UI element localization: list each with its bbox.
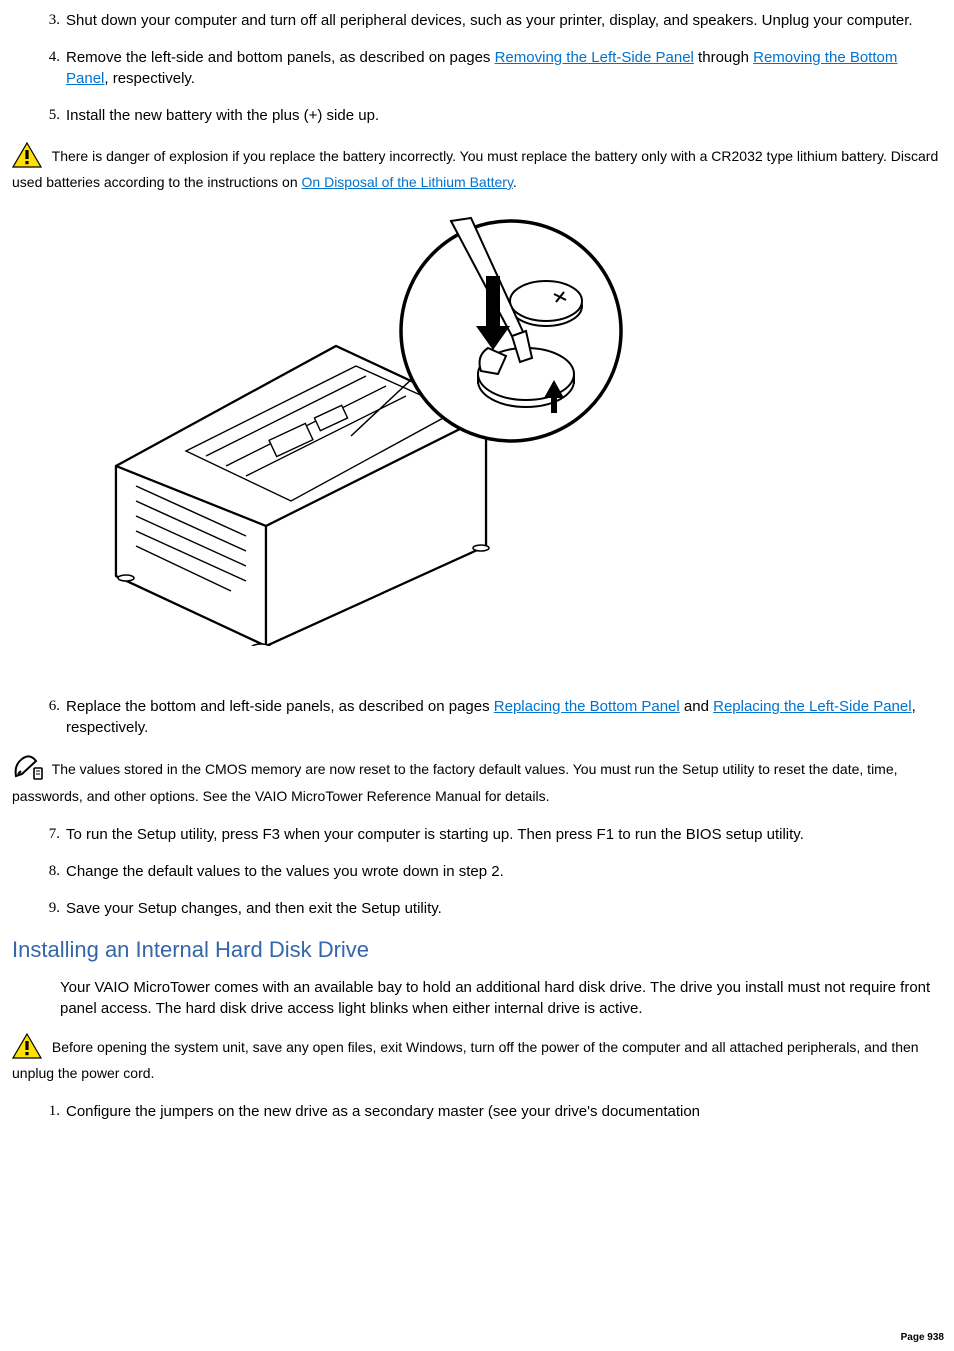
steps-part1: 3.Shut down your computer and turn off a… xyxy=(12,10,942,126)
warning-text: Before opening the system unit, save any… xyxy=(12,1040,919,1082)
warning-text-post: . xyxy=(513,174,517,190)
step-9: 9.Save your Setup changes, and then exit… xyxy=(60,898,942,919)
heading-installing-hdd: Installing an Internal Hard Disk Drive xyxy=(12,935,942,966)
step-number: 6. xyxy=(32,696,66,717)
note-icon xyxy=(12,754,44,787)
link-replacing-left-side-panel[interactable]: Replacing the Left-Side Panel xyxy=(713,698,911,715)
step-4: 4.Remove the left-side and bottom panels… xyxy=(60,47,942,89)
hdd-step-1: 1.Configure the jumpers on the new drive… xyxy=(60,1101,942,1122)
warning-explosion: There is danger of explosion if you repl… xyxy=(12,142,942,192)
step-3: 3.Shut down your computer and turn off a… xyxy=(60,10,942,31)
link-replacing-bottom-panel[interactable]: Replacing the Bottom Panel xyxy=(494,698,680,715)
page-number: Page 938 xyxy=(901,1331,944,1345)
step-5: 5.Install the new battery with the plus … xyxy=(60,105,942,126)
warning-before-opening: Before opening the system unit, save any… xyxy=(12,1033,942,1083)
step-text-mid: through xyxy=(694,49,753,66)
step-number: 3. xyxy=(32,10,66,31)
step-text-pre: Replace the bottom and left-side panels,… xyxy=(66,698,494,715)
hdd-steps: 1.Configure the jumpers on the new drive… xyxy=(12,1101,942,1122)
step-number: 8. xyxy=(32,861,66,882)
battery-install-figure xyxy=(56,216,942,652)
step-text: Configure the jumpers on the new drive a… xyxy=(66,1103,700,1120)
note-text: The values stored in the CMOS memory are… xyxy=(12,761,898,804)
note-cmos-reset: The values stored in the CMOS memory are… xyxy=(12,754,942,806)
step-number: 4. xyxy=(32,47,66,68)
link-disposal-lithium-battery[interactable]: On Disposal of the Lithium Battery xyxy=(302,174,513,190)
step-number: 1. xyxy=(32,1101,66,1122)
step-number: 7. xyxy=(32,824,66,845)
steps-part3: 7.To run the Setup utility, press F3 whe… xyxy=(12,824,942,919)
step-number: 5. xyxy=(32,105,66,126)
steps-part2: 6.Replace the bottom and left-side panel… xyxy=(12,696,942,738)
step-text: Save your Setup changes, and then exit t… xyxy=(66,900,442,917)
step-7: 7.To run the Setup utility, press F3 whe… xyxy=(60,824,942,845)
warning-icon xyxy=(12,1033,42,1064)
link-removing-left-side-panel[interactable]: Removing the Left-Side Panel xyxy=(495,49,694,66)
warning-icon xyxy=(12,142,42,173)
step-text: Change the default values to the values … xyxy=(66,863,504,880)
step-text: Install the new battery with the plus (+… xyxy=(66,107,379,124)
step-6: 6.Replace the bottom and left-side panel… xyxy=(60,696,942,738)
step-text-pre: Remove the left-side and bottom panels, … xyxy=(66,49,495,66)
step-text-mid: and xyxy=(680,698,713,715)
step-text-post: , respectively. xyxy=(104,70,195,87)
step-text: To run the Setup utility, press F3 when … xyxy=(66,826,804,843)
step-text: Shut down your computer and turn off all… xyxy=(66,12,913,29)
hdd-intro-paragraph: Your VAIO MicroTower comes with an avail… xyxy=(60,977,942,1019)
step-8: 8.Change the default values to the value… xyxy=(60,861,942,882)
step-number: 9. xyxy=(32,898,66,919)
